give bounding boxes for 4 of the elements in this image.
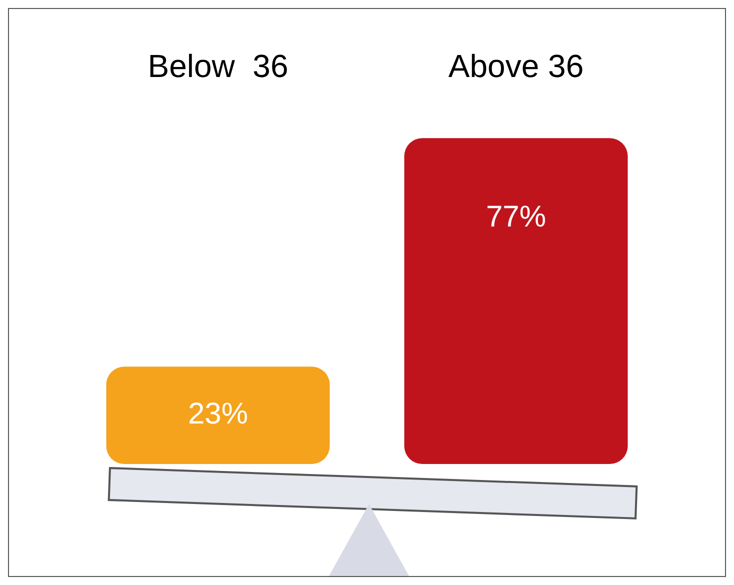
data-label: 77% xyxy=(486,200,546,234)
x-tick-label: Above 36 xyxy=(448,48,584,84)
x-tick-label: Below 36 xyxy=(148,48,288,84)
data-label: 23% xyxy=(188,398,248,431)
